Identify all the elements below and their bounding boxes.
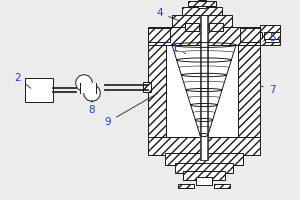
Polygon shape: [80, 83, 96, 93]
Polygon shape: [165, 153, 243, 165]
Polygon shape: [148, 137, 260, 155]
Text: 2: 2: [15, 73, 31, 88]
Polygon shape: [214, 184, 230, 188]
Polygon shape: [175, 163, 233, 173]
Polygon shape: [265, 39, 279, 42]
Polygon shape: [260, 25, 280, 45]
Polygon shape: [166, 45, 238, 137]
Polygon shape: [258, 32, 262, 38]
Polygon shape: [192, 1, 212, 7]
Polygon shape: [238, 40, 260, 140]
Text: 4: 4: [157, 8, 179, 21]
Polygon shape: [188, 1, 216, 6]
Circle shape: [84, 85, 100, 101]
Text: 7: 7: [261, 85, 275, 95]
Polygon shape: [240, 28, 260, 42]
Polygon shape: [25, 78, 53, 102]
Polygon shape: [148, 40, 166, 140]
Polygon shape: [148, 27, 260, 45]
Polygon shape: [185, 23, 199, 31]
Polygon shape: [209, 23, 223, 31]
Polygon shape: [198, 0, 206, 8]
Polygon shape: [178, 184, 194, 188]
Polygon shape: [182, 7, 222, 15]
Text: 9: 9: [105, 93, 158, 127]
Polygon shape: [200, 15, 208, 160]
Polygon shape: [143, 82, 151, 92]
Polygon shape: [264, 32, 280, 40]
Polygon shape: [183, 171, 225, 180]
Polygon shape: [148, 28, 170, 42]
Polygon shape: [196, 177, 212, 185]
Polygon shape: [199, 0, 205, 1]
Text: 8: 8: [89, 100, 95, 115]
Circle shape: [76, 75, 92, 91]
Text: 5: 5: [262, 33, 275, 43]
Text: 1: 1: [172, 43, 186, 54]
Polygon shape: [172, 15, 232, 27]
